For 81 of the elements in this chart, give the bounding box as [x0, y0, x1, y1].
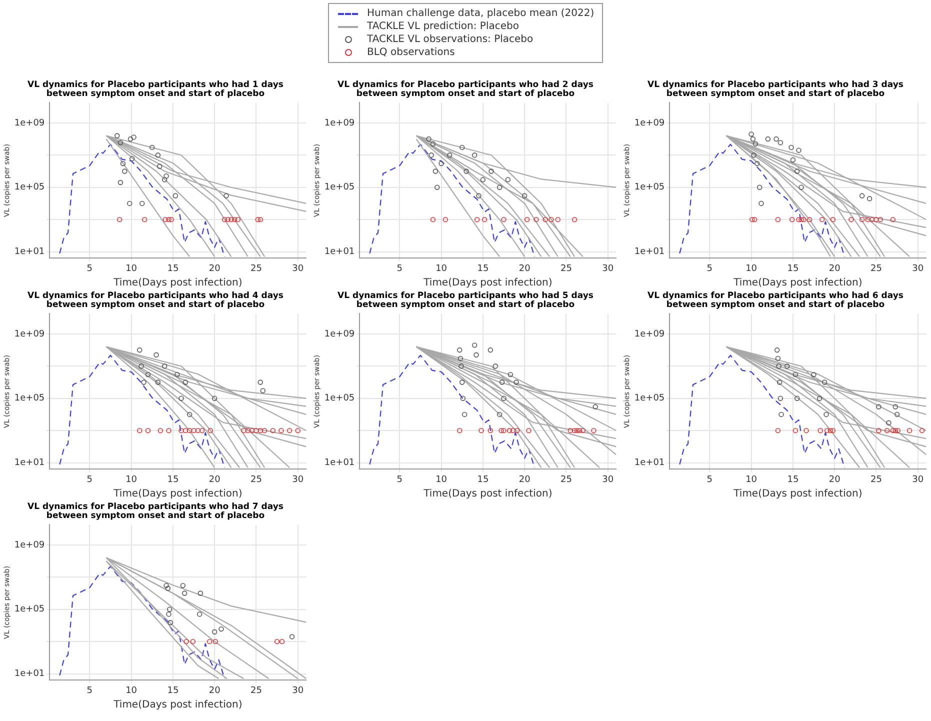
x-tick-label: 15: [167, 686, 179, 696]
x-tick-label: 30: [292, 686, 304, 696]
x-tick-label: 25: [250, 264, 262, 274]
chart-title: VL dynamics for Placebo participants who had 7 days between symptom onset and start of placebo: [28, 502, 284, 522]
x-tick-label: 20: [208, 686, 221, 696]
y-tick-label: 1e+01: [14, 669, 45, 680]
x-tick-label: 30: [912, 264, 924, 274]
x-tick-label: 10: [126, 686, 138, 696]
x-tick-label: 15: [167, 474, 179, 485]
x-tick-label: 20: [518, 474, 531, 485]
x-tick-label: 5: [706, 264, 713, 274]
y-tick-label: 1e+09: [14, 540, 45, 550]
legend-label: BLQ observations: [367, 47, 455, 58]
x-tick-label: 20: [208, 474, 221, 485]
x-axis-title: Time(Days post infection): [422, 488, 552, 500]
x-tick-label: 20: [208, 264, 221, 274]
x-tick-label: 20: [518, 264, 531, 274]
x-tick-label: 10: [436, 264, 448, 274]
x-tick-label: 25: [250, 474, 262, 485]
x-tick-label: 30: [292, 264, 304, 274]
x-tick-label: 5: [706, 474, 713, 485]
x-tick-label: 5: [86, 264, 93, 274]
legend-label: Human challenge data, placebo mean (2022): [367, 8, 594, 19]
x-tick-label: 25: [870, 264, 882, 274]
x-axis-title: Time(Days post infection): [112, 278, 242, 289]
x-tick-label: 25: [250, 686, 262, 696]
x-tick-label: 15: [167, 264, 179, 274]
y-tick-label: 1e+01: [14, 247, 45, 258]
y-tick-label: 1e+01: [324, 247, 355, 258]
y-tick-label: 1e+09: [14, 329, 45, 340]
y-tick-label: 1e+05: [14, 604, 45, 615]
y-tick-label: 1e+09: [14, 118, 45, 128]
x-tick-label: 10: [436, 474, 448, 485]
y-tick-label: 1e+09: [324, 329, 355, 340]
y-tick-label: 1e+01: [324, 458, 355, 468]
y-tick-label: 1e+09: [634, 329, 665, 340]
x-tick-label: 25: [560, 264, 572, 274]
x-tick-label: 10: [126, 474, 138, 485]
chart-title: VL dynamics for Placebo participants who had 6 days between symptom onset and start of placebo: [648, 290, 904, 310]
x-axis-title: Time(Days post infection): [112, 700, 242, 711]
y-tick-label: 1e+01: [634, 458, 665, 468]
y-tick-label: 1e+01: [14, 458, 45, 468]
y-tick-label: 1e+05: [634, 394, 665, 404]
chart-title: VL dynamics for Placebo participants who had 4 days between symptom onset and start of placebo: [28, 290, 284, 310]
y-tick-label: 1e+05: [14, 182, 45, 193]
y-tick-label: 1e+05: [14, 394, 45, 404]
x-tick-label: 15: [477, 474, 489, 485]
x-tick-label: 5: [396, 474, 403, 485]
x-tick-label: 10: [126, 264, 138, 274]
chart-title: VL dynamics for Placebo participants who had 2 days between symptom onset and start of placebo: [338, 80, 594, 100]
x-axis-title: Time(Days post infection): [112, 488, 242, 500]
y-tick-label: 1e+05: [324, 394, 355, 404]
x-axis-title: Time(Days post infection): [422, 278, 552, 289]
x-axis-title: Time(Days post infection): [732, 488, 862, 500]
legend-label: TACKLE VL observations: Placebo: [367, 34, 534, 45]
chart-title: VL dynamics for Placebo participants who had 3 days between symptom onset and start of placebo: [648, 80, 904, 100]
x-tick-label: 20: [828, 264, 841, 274]
y-tick-label: 1e+09: [634, 118, 665, 128]
y-tick-label: 1e+05: [634, 182, 665, 193]
chart-title: VL dynamics for Placebo participants who had 1 days between symptom onset and start of placebo: [28, 80, 284, 100]
x-tick-label: 30: [292, 474, 304, 485]
y-tick-label: 1e+09: [324, 118, 355, 128]
x-tick-label: 20: [828, 474, 841, 485]
x-tick-label: 15: [477, 264, 489, 274]
chart-title: VL dynamics for Placebo participants who had 5 days between symptom onset and start of placebo: [338, 290, 594, 310]
x-axis-title: Time(Days post infection): [732, 278, 862, 289]
legend-label: TACKLE VL prediction: Placebo: [367, 21, 519, 32]
x-tick-label: 5: [86, 474, 93, 485]
y-tick-label: 1e+01: [634, 247, 665, 258]
x-tick-label: 25: [560, 474, 572, 485]
x-tick-label: 30: [602, 474, 614, 485]
x-tick-label: 10: [746, 264, 758, 274]
x-tick-label: 15: [787, 474, 799, 485]
x-tick-label: 10: [746, 474, 758, 485]
y-tick-label: 1e+05: [324, 182, 355, 193]
x-tick-label: 5: [396, 264, 403, 274]
x-tick-label: 30: [602, 264, 614, 274]
x-tick-label: 25: [870, 474, 882, 485]
x-tick-label: 15: [787, 264, 799, 274]
x-tick-label: 30: [912, 474, 924, 485]
x-tick-label: 5: [86, 686, 93, 696]
